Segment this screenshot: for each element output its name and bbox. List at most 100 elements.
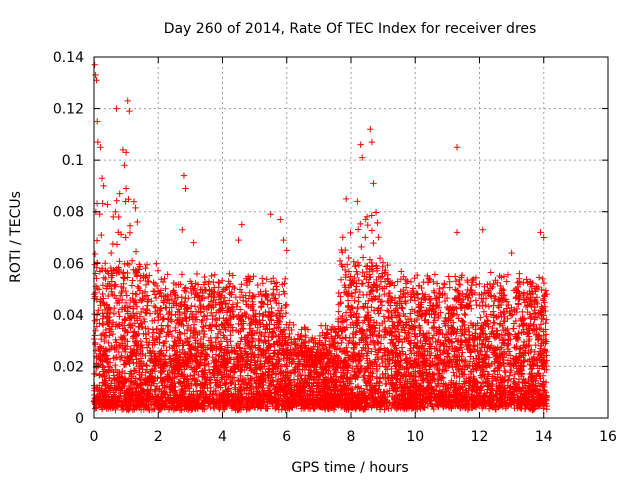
data-point — [111, 346, 118, 353]
data-point — [198, 318, 205, 326]
data-point — [229, 283, 237, 291]
data-point — [150, 329, 158, 336]
data-point — [140, 396, 148, 404]
data-point — [99, 330, 107, 338]
data-point — [92, 341, 99, 348]
data-point — [141, 318, 148, 325]
data-point — [108, 342, 115, 350]
data-point — [141, 388, 148, 395]
data-point — [95, 307, 102, 314]
data-point — [106, 374, 113, 382]
data-point — [130, 333, 137, 340]
data-point — [129, 277, 136, 284]
data-point — [115, 348, 123, 356]
data-point — [102, 260, 109, 267]
data-point — [135, 284, 143, 292]
data-point — [231, 284, 238, 292]
data-point — [199, 317, 206, 324]
data-point — [205, 278, 213, 285]
data-point — [107, 345, 115, 352]
data-point — [121, 316, 128, 323]
data-point — [120, 269, 127, 276]
data-point — [123, 292, 130, 299]
data-point — [124, 260, 131, 267]
data-point — [119, 387, 126, 394]
data-point — [142, 325, 149, 332]
data-point — [96, 371, 103, 378]
data-point — [127, 368, 135, 375]
data-point — [201, 273, 208, 281]
data-point — [105, 363, 112, 370]
data-point — [238, 281, 245, 288]
data-point — [137, 376, 144, 383]
data-point — [130, 381, 138, 388]
data-point — [152, 392, 160, 400]
data-point — [137, 320, 144, 327]
data-points — [90, 61, 551, 414]
data-point — [118, 296, 126, 304]
data-point — [142, 391, 150, 398]
data-point — [127, 398, 135, 406]
data-point — [99, 290, 106, 298]
data-point — [268, 317, 275, 324]
data-point — [151, 291, 159, 298]
data-point — [283, 301, 290, 308]
data-point — [183, 326, 191, 334]
data-point — [113, 344, 120, 352]
data-point — [136, 404, 143, 411]
data-point — [535, 274, 543, 281]
data-point — [487, 269, 494, 276]
data-point — [106, 384, 113, 392]
data-point — [148, 378, 155, 386]
data-point — [452, 278, 460, 285]
data-point — [112, 393, 119, 400]
data-point — [105, 292, 112, 300]
data-point — [125, 391, 133, 399]
data-point — [168, 332, 176, 340]
data-point — [148, 366, 156, 374]
data-point — [322, 322, 329, 329]
data-point — [128, 352, 135, 359]
data-point — [129, 290, 137, 297]
data-point — [146, 350, 154, 357]
data-point — [107, 380, 115, 387]
data-point — [355, 298, 362, 305]
data-point — [254, 281, 261, 289]
data-point — [135, 395, 143, 402]
data-point — [98, 385, 106, 392]
chart-title: Day 260 of 2014, Rate Of TEC Index for r… — [164, 21, 537, 37]
data-point — [281, 275, 289, 283]
data-point — [142, 369, 149, 376]
data-point — [134, 393, 142, 401]
data-point — [96, 343, 103, 351]
data-point — [385, 308, 392, 315]
data-point — [140, 315, 148, 323]
data-point — [119, 319, 126, 326]
data-point — [120, 379, 127, 386]
data-point — [102, 382, 110, 390]
data-point — [472, 297, 480, 304]
data-point — [142, 265, 149, 272]
data-point — [119, 344, 126, 352]
data-point — [461, 310, 468, 318]
data-point — [136, 261, 143, 268]
data-point — [118, 354, 125, 361]
data-point — [97, 296, 104, 303]
data-point — [380, 313, 388, 320]
data-point — [99, 391, 106, 399]
data-point — [439, 284, 447, 292]
data-point — [108, 278, 116, 285]
data-point — [150, 279, 157, 286]
data-point — [106, 332, 113, 339]
data-point — [188, 302, 195, 310]
data-point — [144, 277, 151, 285]
data-point — [105, 339, 112, 347]
data-point — [99, 321, 107, 329]
data-point — [476, 280, 483, 288]
data-point — [100, 401, 107, 408]
data-point — [208, 272, 215, 280]
data-point — [153, 260, 160, 267]
data-point — [497, 282, 504, 290]
data-point — [133, 310, 141, 317]
data-point — [95, 396, 102, 403]
